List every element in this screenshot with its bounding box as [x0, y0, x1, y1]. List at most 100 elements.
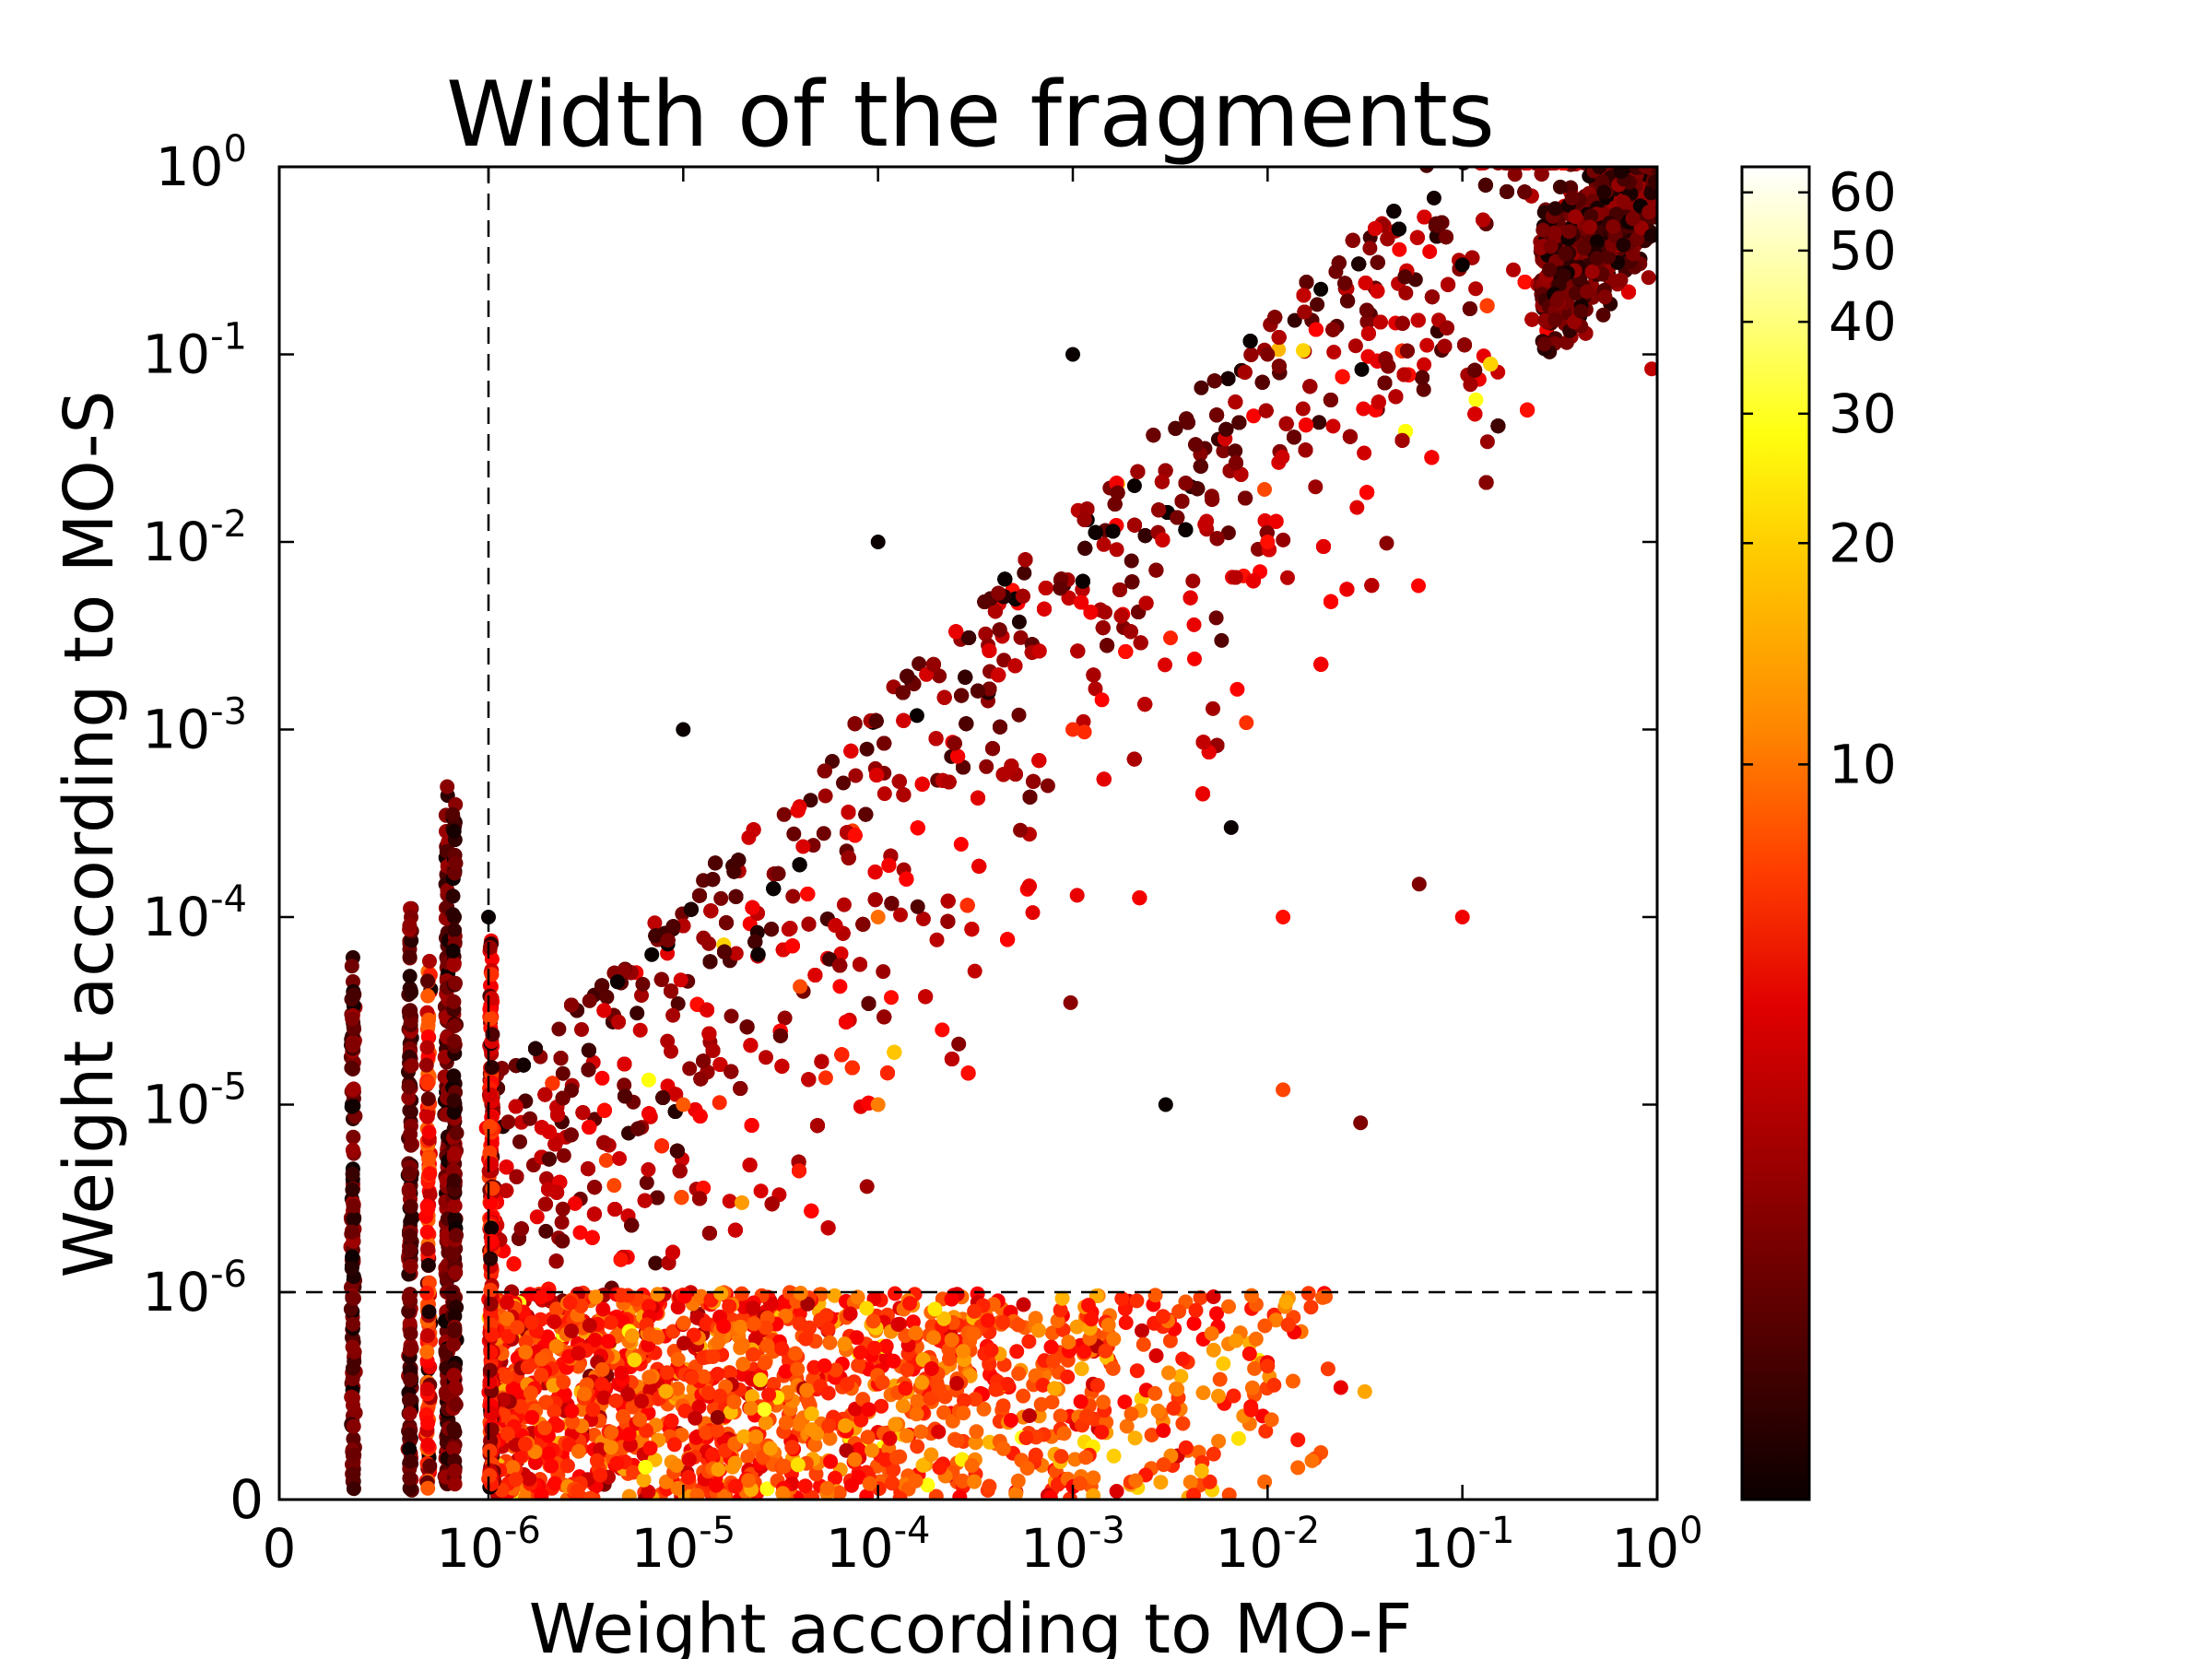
data-point — [554, 1215, 570, 1230]
data-point — [551, 1021, 567, 1037]
data-point — [599, 989, 615, 1005]
data-point — [935, 1022, 950, 1038]
data-point — [816, 826, 831, 841]
data-point — [1040, 778, 1055, 794]
data-point — [1220, 525, 1236, 541]
data-point — [632, 1022, 648, 1038]
data-point — [1280, 570, 1295, 585]
data-point — [647, 915, 663, 931]
data-point — [848, 768, 864, 783]
data-point — [1313, 281, 1329, 297]
data-point — [876, 964, 891, 980]
data-point — [1310, 297, 1325, 312]
data-point — [1230, 681, 1245, 697]
data-point — [1354, 361, 1370, 377]
data-point — [1644, 361, 1657, 377]
data-point — [929, 932, 945, 947]
data-point — [529, 1209, 545, 1225]
data-point — [641, 1162, 656, 1177]
data-point — [1126, 478, 1142, 493]
data-point — [786, 826, 802, 841]
data-point — [1308, 479, 1324, 495]
data-point — [932, 668, 947, 684]
data-point — [634, 988, 649, 1003]
data-point — [1479, 434, 1495, 450]
data-point — [1416, 382, 1431, 397]
data-point — [1356, 401, 1371, 417]
data-point — [1295, 401, 1311, 417]
data-point — [1214, 632, 1230, 648]
data-point — [953, 837, 969, 852]
data-point — [836, 897, 852, 912]
data-point — [1088, 681, 1103, 697]
data-point — [1468, 281, 1484, 297]
data-point — [1507, 167, 1523, 182]
data-point — [1228, 443, 1243, 459]
data-point — [996, 653, 1012, 668]
data-point — [1419, 337, 1435, 353]
data-point — [785, 888, 801, 904]
data-point — [1017, 565, 1032, 581]
data-point — [1463, 377, 1478, 393]
data-point — [538, 1223, 554, 1239]
data-point — [776, 806, 792, 822]
data-point — [1287, 312, 1302, 328]
data-point — [836, 775, 851, 791]
chart-title: Width of the fragments — [446, 63, 1495, 168]
data-point — [777, 1010, 793, 1026]
data-point — [701, 935, 717, 951]
data-point — [915, 912, 931, 926]
data-point — [594, 1070, 610, 1086]
data-point — [555, 1201, 571, 1217]
data-point — [665, 1007, 681, 1023]
data-point — [1109, 542, 1124, 558]
data-point — [641, 1072, 656, 1088]
data-point — [803, 793, 818, 808]
data-point — [1468, 392, 1484, 407]
data-point — [1246, 408, 1262, 424]
data-point — [728, 946, 744, 961]
data-point — [1186, 617, 1202, 632]
data-point — [1197, 517, 1213, 532]
scatter-points — [343, 167, 1657, 1500]
data-point — [639, 1175, 654, 1191]
data-point — [1326, 345, 1342, 359]
data-point — [1163, 630, 1178, 646]
data-point — [1276, 532, 1291, 547]
data-point — [1392, 241, 1407, 257]
data-point — [724, 1008, 739, 1024]
data-point — [1206, 700, 1220, 716]
data-point — [1194, 380, 1209, 395]
data-point — [1411, 578, 1426, 594]
data-point — [1296, 343, 1311, 359]
data-point — [712, 1095, 727, 1111]
data-point — [753, 1183, 769, 1199]
data-point — [1506, 262, 1521, 277]
data-point — [644, 947, 660, 962]
data-point — [555, 1065, 571, 1081]
data-point — [1124, 553, 1139, 569]
data-point — [910, 899, 925, 914]
data-point — [617, 1077, 632, 1093]
data-point — [1077, 724, 1092, 740]
data-point — [660, 1033, 676, 1049]
data-point — [1216, 443, 1231, 459]
data-point — [682, 1061, 698, 1077]
data-point — [1025, 905, 1041, 921]
data-point — [832, 979, 848, 994]
data-point — [893, 907, 908, 923]
data-point — [1347, 338, 1363, 354]
data-point — [978, 626, 994, 641]
data-point — [1069, 888, 1085, 903]
data-point — [1158, 657, 1172, 673]
data-point — [670, 996, 686, 1011]
data-point — [567, 1195, 582, 1211]
data-point — [1011, 707, 1027, 723]
data-point — [1096, 536, 1112, 552]
data-point — [523, 1111, 537, 1126]
data-point — [818, 788, 833, 804]
data-point — [574, 1022, 589, 1037]
data-point — [967, 963, 982, 979]
data-point — [833, 946, 849, 961]
data-point — [912, 656, 927, 672]
